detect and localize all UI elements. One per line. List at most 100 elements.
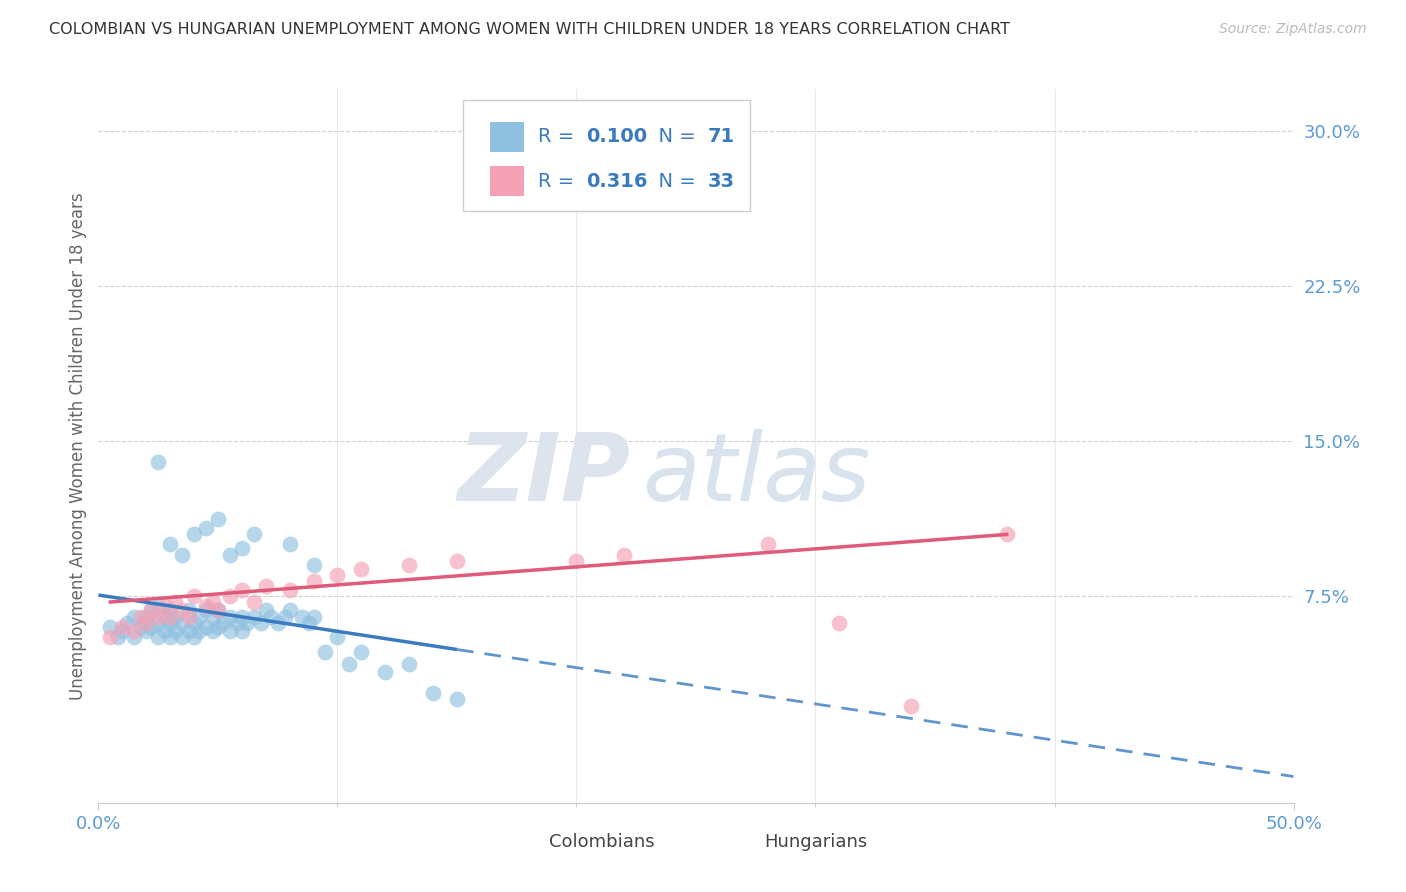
Point — [326, 568, 349, 582]
Point — [231, 609, 253, 624]
Point — [254, 603, 277, 617]
Point — [107, 630, 129, 644]
Point — [315, 645, 337, 659]
Point — [115, 615, 138, 630]
Point — [226, 615, 249, 630]
Text: Source: ZipAtlas.com: Source: ZipAtlas.com — [1219, 22, 1367, 37]
Point — [207, 603, 229, 617]
FancyBboxPatch shape — [725, 830, 756, 855]
Point — [254, 579, 277, 593]
Point — [995, 527, 1018, 541]
Point — [139, 603, 162, 617]
Text: N =: N = — [645, 127, 702, 146]
Point — [828, 615, 851, 630]
Point — [172, 548, 194, 562]
Point — [422, 686, 444, 700]
Point — [148, 609, 170, 624]
Y-axis label: Unemployment Among Women with Children Under 18 years: Unemployment Among Women with Children U… — [69, 192, 87, 700]
Point — [172, 615, 194, 630]
Point — [494, 134, 516, 148]
Point — [98, 630, 122, 644]
Point — [374, 665, 396, 680]
FancyBboxPatch shape — [491, 166, 524, 196]
Point — [350, 562, 373, 576]
Point — [195, 603, 218, 617]
Point — [298, 615, 321, 630]
Point — [183, 615, 205, 630]
Text: Colombians: Colombians — [548, 833, 655, 851]
Point — [398, 558, 420, 572]
Point — [398, 657, 420, 672]
Point — [187, 624, 209, 639]
Point — [219, 624, 242, 639]
Point — [565, 554, 588, 568]
Point — [163, 624, 186, 639]
Text: ZIP: ZIP — [457, 428, 630, 521]
Text: 0.316: 0.316 — [586, 171, 648, 191]
Point — [219, 609, 242, 624]
Text: 0.100: 0.100 — [586, 127, 647, 146]
Point — [291, 609, 314, 624]
Point — [135, 615, 157, 630]
Point — [135, 609, 157, 624]
Point — [207, 512, 229, 526]
Point — [207, 603, 229, 617]
FancyBboxPatch shape — [491, 121, 524, 152]
Point — [202, 595, 225, 609]
Point — [111, 620, 134, 634]
Point — [183, 630, 205, 644]
Point — [202, 609, 225, 624]
Point — [159, 615, 181, 630]
Point — [98, 620, 122, 634]
Point — [159, 630, 181, 644]
Point — [302, 574, 325, 589]
Point — [278, 537, 301, 551]
Point — [179, 624, 201, 639]
Text: R =: R = — [538, 127, 581, 146]
Point — [183, 589, 205, 603]
Point — [219, 548, 242, 562]
Point — [259, 609, 281, 624]
Text: atlas: atlas — [643, 429, 870, 520]
Point — [124, 624, 146, 639]
Text: Hungarians: Hungarians — [763, 833, 868, 851]
Point — [195, 521, 218, 535]
Point — [243, 527, 266, 541]
Point — [302, 609, 325, 624]
Text: 33: 33 — [709, 171, 735, 191]
Point — [163, 609, 186, 624]
FancyBboxPatch shape — [510, 830, 541, 855]
Point — [111, 624, 134, 639]
Point — [756, 537, 779, 551]
Point — [159, 609, 181, 624]
Point — [326, 630, 349, 644]
Point — [159, 603, 181, 617]
Point — [274, 609, 297, 624]
Point — [124, 630, 146, 644]
FancyBboxPatch shape — [463, 100, 749, 211]
Point — [195, 620, 218, 634]
Text: COLOMBIAN VS HUNGARIAN UNEMPLOYMENT AMONG WOMEN WITH CHILDREN UNDER 18 YEARS COR: COLOMBIAN VS HUNGARIAN UNEMPLOYMENT AMON… — [49, 22, 1010, 37]
Point — [219, 589, 242, 603]
Point — [231, 541, 253, 556]
Point — [302, 558, 325, 572]
Point — [148, 599, 170, 614]
Point — [131, 620, 153, 634]
Point — [155, 599, 177, 614]
Point — [155, 609, 177, 624]
Point — [148, 454, 170, 468]
Point — [148, 630, 170, 644]
Point — [267, 615, 290, 630]
Point — [243, 595, 266, 609]
Point — [179, 603, 201, 617]
Point — [278, 582, 301, 597]
Point — [135, 624, 157, 639]
Point — [446, 554, 468, 568]
Point — [139, 603, 162, 617]
Point — [148, 615, 170, 630]
Point — [446, 692, 468, 706]
Point — [202, 624, 225, 639]
Point — [350, 645, 373, 659]
Point — [278, 603, 301, 617]
Point — [250, 615, 273, 630]
